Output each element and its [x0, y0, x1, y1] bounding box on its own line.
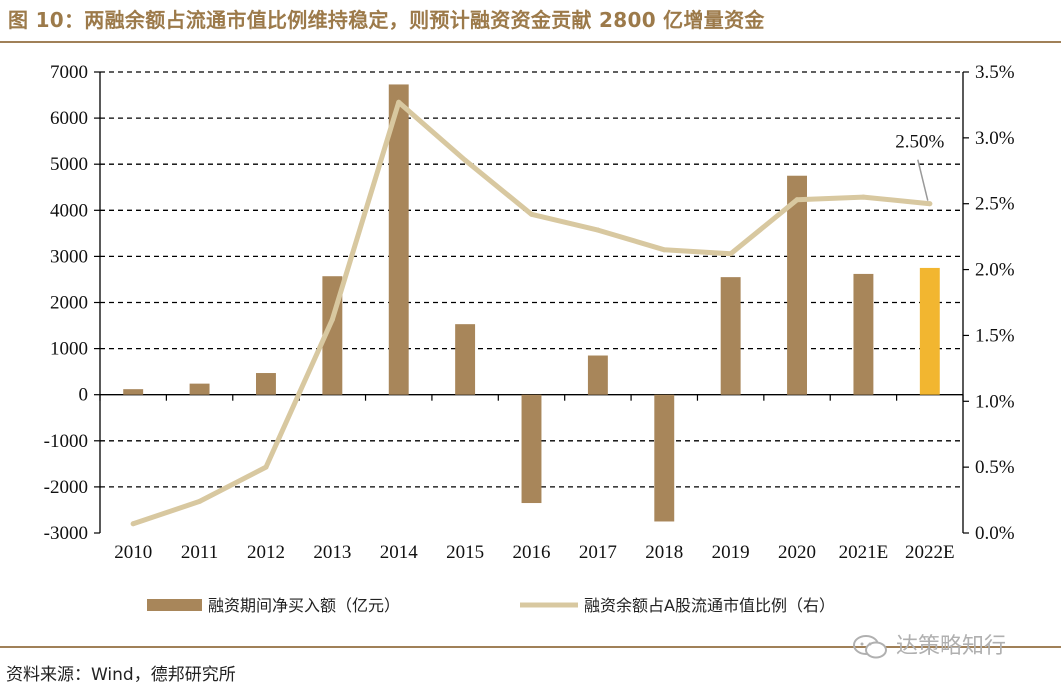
- annotation: 2.50%: [895, 132, 945, 201]
- chart-title: 图 10：两融余额占流通市值比例维持稳定，则预计融资资金贡献 2800 亿增量资…: [8, 8, 765, 32]
- legend: 融资期间净买入额（亿元） 融资余额占A股流通市值比例（右）: [147, 596, 835, 615]
- x-tick-label: 2016: [513, 542, 551, 563]
- bar-2019: [720, 277, 741, 395]
- left-tick-label: 7000: [50, 62, 88, 83]
- bar-2020: [787, 175, 807, 395]
- right-tick-label: 1.0%: [975, 391, 1015, 412]
- x-tick-label: 2018: [645, 542, 683, 563]
- ratio-point-2017: [595, 227, 601, 233]
- right-tick-label: 0.5%: [975, 457, 1015, 478]
- left-tick-label: 4000: [50, 200, 88, 221]
- legend-label-line: 融资余额占A股流通市值比例（右）: [584, 596, 835, 615]
- ratio-point-2020: [794, 197, 800, 203]
- right-tick-label: 2.5%: [975, 194, 1015, 215]
- bar-2011: [189, 383, 210, 395]
- x-tick-label: 2017: [579, 542, 617, 563]
- left-tick-label: 1000: [50, 339, 88, 360]
- left-axis-ticks: 7000 6000 5000 4000 3000 2000 1000 0 -1000 -2000 -…: [44, 62, 100, 544]
- x-tick-label: 2015: [446, 542, 484, 563]
- x-tick-label: 2011: [181, 542, 218, 563]
- title-divider: [0, 41, 1061, 43]
- legend-label-bar: 融资期间净买入额（亿元）: [208, 596, 400, 615]
- ratio-point-2019: [728, 251, 734, 257]
- right-tick-label: 3.0%: [975, 128, 1015, 149]
- ratio-point-2010: [130, 521, 136, 527]
- bar-2022E: [919, 267, 940, 395]
- ratio-point-2022E: [927, 201, 933, 207]
- legend-swatch-bar: [147, 599, 202, 611]
- bar-2016: [521, 394, 542, 504]
- x-tick-label: 2022E: [905, 542, 955, 563]
- ratio-point-2018: [661, 247, 667, 253]
- annotation-label: 2.50%: [895, 132, 944, 153]
- bar-2021E: [853, 273, 874, 395]
- x-tick-label: 2020: [778, 542, 816, 563]
- bar-2017: [587, 355, 608, 395]
- x-tick-label: 2010: [114, 542, 152, 563]
- x-tick-label: 2019: [712, 542, 750, 563]
- watermark: 达策略知行: [852, 628, 1006, 660]
- bar-2014: [388, 84, 409, 395]
- footer-divider: [0, 646, 1061, 648]
- ratio-point-2016: [529, 211, 534, 217]
- x-tick-label: 2012: [247, 542, 285, 563]
- line-series: [130, 99, 933, 527]
- annotation-leader: [917, 159, 929, 201]
- right-tick-label: 1.5%: [975, 325, 1015, 346]
- ratio-point-2014: [396, 99, 402, 105]
- right-tick-label: 3.5%: [975, 62, 1015, 83]
- x-tick-label: 2013: [313, 542, 351, 563]
- x-tick-label: 2021E: [839, 542, 889, 563]
- ratio-point-2012: [263, 464, 269, 470]
- left-tick-label: 0: [79, 385, 89, 406]
- ratio-point-2015: [462, 157, 468, 163]
- bar-2018: [654, 394, 675, 522]
- bar-2012: [256, 373, 276, 395]
- bar-2015: [455, 324, 476, 395]
- x-tick-label: 2014: [380, 542, 419, 563]
- left-tick-label: -2000: [44, 477, 88, 498]
- right-tick-label: 0.0%: [975, 523, 1015, 544]
- left-tick-label: 2000: [50, 293, 88, 314]
- watermark-text: 达策略知行: [896, 634, 1007, 659]
- chart: 7000 6000 5000 4000 3000 2000 1000 0 -1000 -2000 -…: [44, 62, 1015, 615]
- ratio-point-2013: [329, 317, 335, 323]
- wechat-icon: [853, 635, 887, 659]
- bar-2010: [123, 389, 144, 395]
- left-tick-label: 3000: [50, 246, 88, 267]
- left-tick-label: 6000: [50, 108, 88, 129]
- ratio-point-2021E: [860, 194, 866, 200]
- bar-series: [123, 84, 940, 522]
- right-axis-ticks: 3.5% 3.0% 2.5% 2.0% 1.5% 1.0% 0.5% 0.0%: [963, 62, 1015, 544]
- left-tick-label: 5000: [50, 154, 88, 175]
- ratio-point-2011: [197, 498, 203, 504]
- left-tick-label: -1000: [44, 431, 88, 452]
- x-axis-ticks: 2010 2011 2012 2013 2014 2015 2016 2017 2018 2019…: [114, 542, 954, 563]
- source-note: 资料来源：Wind，德邦研究所: [6, 665, 236, 685]
- left-tick-label: -3000: [44, 523, 88, 544]
- right-tick-label: 2.0%: [975, 260, 1015, 281]
